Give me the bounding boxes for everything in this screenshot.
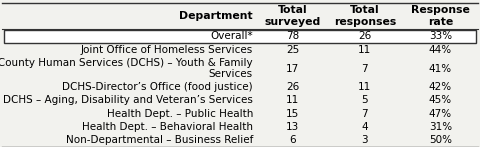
- Text: 7: 7: [361, 109, 368, 119]
- Text: 26: 26: [286, 82, 300, 92]
- Text: 31%: 31%: [429, 122, 452, 132]
- Text: 42%: 42%: [429, 82, 452, 92]
- Text: Joint Office of Homeless Services: Joint Office of Homeless Services: [81, 45, 253, 55]
- Text: 6: 6: [289, 135, 296, 145]
- Text: Total
surveyed: Total surveyed: [264, 5, 321, 27]
- Text: 50%: 50%: [429, 135, 452, 145]
- Text: 15: 15: [286, 109, 300, 119]
- Text: 3: 3: [361, 135, 368, 145]
- Text: Non-Departmental – Business Relief: Non-Departmental – Business Relief: [66, 135, 253, 145]
- Text: 47%: 47%: [429, 109, 452, 119]
- Text: Health Dept. – Behavioral Health: Health Dept. – Behavioral Health: [82, 122, 253, 132]
- Text: 11: 11: [358, 45, 372, 55]
- Text: 26: 26: [358, 31, 372, 41]
- Text: DCHS – Aging, Disability and Veteran’s Services: DCHS – Aging, Disability and Veteran’s S…: [3, 95, 253, 105]
- Text: 13: 13: [286, 122, 300, 132]
- Text: Dept. County Human Services (DCHS) – Youth & Family
Services: Dept. County Human Services (DCHS) – You…: [0, 58, 253, 79]
- Text: 33%: 33%: [429, 31, 452, 41]
- Text: 7: 7: [361, 64, 368, 74]
- Text: 41%: 41%: [429, 64, 452, 74]
- Text: DCHS-Director’s Office (food justice): DCHS-Director’s Office (food justice): [62, 82, 253, 92]
- Text: 25: 25: [286, 45, 300, 55]
- Text: 5: 5: [361, 95, 368, 105]
- Text: 17: 17: [286, 64, 300, 74]
- Text: 11: 11: [286, 95, 300, 105]
- Text: Department: Department: [180, 11, 253, 21]
- Text: 4: 4: [361, 122, 368, 132]
- Text: 44%: 44%: [429, 45, 452, 55]
- FancyBboxPatch shape: [4, 30, 476, 43]
- Text: Total
responses: Total responses: [334, 5, 396, 27]
- Text: 78: 78: [286, 31, 300, 41]
- Text: 45%: 45%: [429, 95, 452, 105]
- Text: Response
rate: Response rate: [411, 5, 470, 27]
- Text: Overall*: Overall*: [210, 31, 253, 41]
- Text: 11: 11: [358, 82, 372, 92]
- Text: Health Dept. – Public Health: Health Dept. – Public Health: [107, 109, 253, 119]
